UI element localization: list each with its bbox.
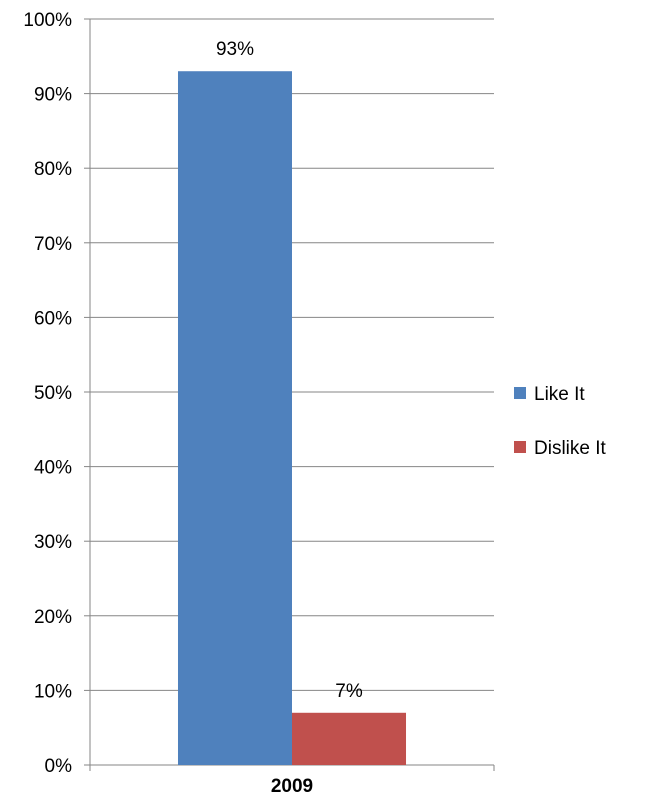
y-tick-label: 20% bbox=[34, 607, 72, 628]
y-tick-label: 80% bbox=[34, 159, 72, 180]
bar bbox=[177, 71, 292, 766]
y-tick-label: 50% bbox=[34, 383, 72, 404]
x-category-label: 2009 bbox=[271, 776, 313, 797]
y-tick-label: 100% bbox=[23, 10, 72, 31]
legend: Like It Dislike It bbox=[514, 384, 607, 459]
y-tick-label: 10% bbox=[34, 681, 72, 702]
data-label: 93% bbox=[216, 39, 254, 60]
legend-swatch bbox=[514, 387, 526, 399]
category-labels: 2009 bbox=[271, 776, 313, 797]
bar bbox=[292, 712, 407, 765]
y-tick-label: 70% bbox=[34, 234, 72, 255]
y-tick-labels: 0% 10% 20% 30% 40% 50% 60% 70% 80% 90% 100% bbox=[23, 10, 72, 777]
legend-label: Like It bbox=[534, 384, 585, 405]
data-label: 7% bbox=[335, 681, 363, 702]
legend-swatch bbox=[514, 441, 526, 453]
legend-label: Dislike It bbox=[534, 438, 607, 459]
y-tick-label: 60% bbox=[34, 308, 72, 329]
y-tick-label: 90% bbox=[34, 85, 72, 106]
y-tick-label: 40% bbox=[34, 458, 72, 479]
y-tick-label: 30% bbox=[34, 532, 72, 553]
bars bbox=[177, 71, 407, 766]
y-tick-label: 0% bbox=[45, 756, 73, 777]
data-labels: 93% 7% bbox=[216, 39, 363, 702]
